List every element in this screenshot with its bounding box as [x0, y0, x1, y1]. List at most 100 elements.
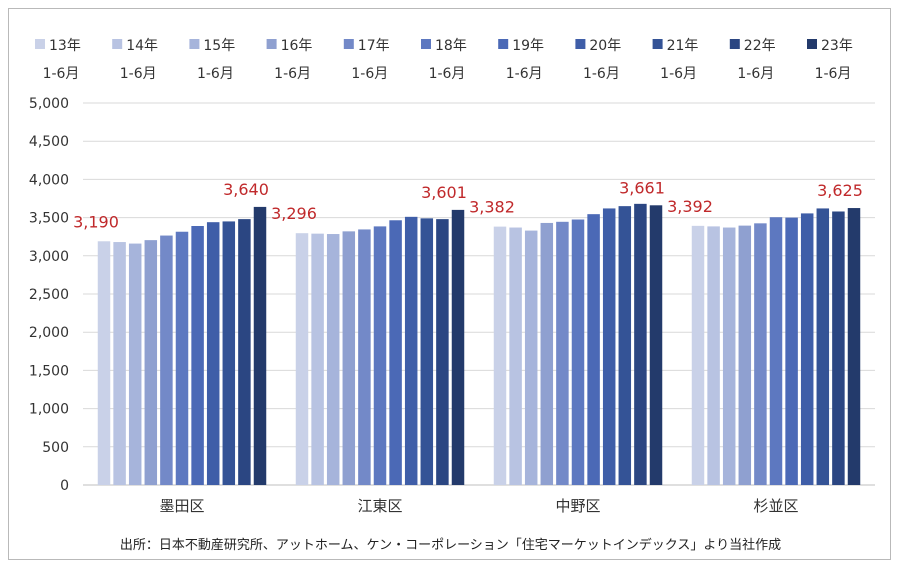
legend-swatch [652, 39, 663, 49]
bar [342, 231, 356, 485]
legend-label-period: 1-6月 [660, 66, 697, 82]
bar [587, 214, 600, 486]
bar [800, 213, 814, 485]
data-label: 3,640 [223, 180, 269, 199]
legend-label: 21年 [667, 38, 699, 54]
legend-swatch [421, 39, 431, 49]
bar [420, 218, 434, 485]
bar [238, 219, 251, 486]
bar [832, 211, 845, 485]
bar [175, 231, 189, 485]
bar [451, 209, 465, 485]
legend-label-period: 1-6月 [815, 66, 852, 82]
bar [556, 221, 569, 485]
bar [571, 219, 585, 485]
bar [144, 240, 158, 485]
data-label: 3,190 [73, 212, 119, 231]
bar [493, 226, 507, 485]
bar [358, 229, 371, 485]
bar [389, 220, 402, 486]
y-tick-label: 1,000 [29, 402, 69, 418]
legend-label: 15年 [203, 38, 235, 54]
y-tick-label: 0 [60, 478, 69, 494]
bar [206, 222, 220, 485]
bar [295, 233, 309, 485]
data-label: 3,625 [817, 181, 863, 200]
bar [191, 226, 204, 485]
legend-label: 17年 [358, 38, 390, 54]
legend-swatch [575, 39, 586, 49]
legend-swatch [729, 39, 740, 49]
x-category-label: 江東区 [357, 497, 402, 515]
bar [128, 243, 142, 485]
y-tick-label: 1,500 [29, 363, 69, 379]
data-label: 3,661 [619, 178, 665, 197]
bar [754, 223, 767, 485]
bar [509, 227, 522, 486]
bar [222, 221, 236, 486]
y-tick-label: 2,000 [29, 325, 69, 341]
legend-label: 20年 [589, 38, 621, 54]
legend-swatch [343, 39, 354, 49]
y-tick-label: 3,500 [29, 211, 69, 227]
bar [738, 225, 752, 485]
legend-label: 23年 [821, 38, 853, 54]
bar [404, 216, 418, 485]
bar [618, 206, 632, 485]
bar [602, 208, 616, 485]
bar [691, 225, 705, 485]
bar [722, 227, 736, 486]
bar-chart: 0 500 1,000 1,500 2,000 2,500 3,000 3,500 4,000 4… [29, 38, 875, 553]
bar [160, 235, 173, 485]
y-tick-label: 5,000 [29, 96, 69, 112]
bar [113, 242, 126, 485]
legend-label: 18年 [435, 38, 467, 54]
chart-frame: 0 500 1,000 1,500 2,000 2,500 3,000 3,500 4,000 4… [8, 8, 891, 560]
legend-label: 13年 [49, 38, 81, 54]
x-category-label: 墨田区 [159, 497, 204, 515]
x-category-label: 中野区 [555, 497, 600, 515]
legend-label-period: 1-6月 [351, 66, 388, 82]
legend-swatch [112, 39, 123, 49]
bar [785, 217, 798, 485]
y-tick-label: 4,500 [29, 134, 69, 150]
legend-label-period: 1-6月 [120, 66, 157, 82]
legend-label: 14年 [126, 38, 158, 54]
data-label: 3,601 [421, 183, 467, 202]
bar [847, 208, 861, 486]
bar [649, 205, 663, 485]
y-tick-label: 2,500 [29, 287, 69, 303]
bar [707, 226, 720, 486]
bar [373, 226, 387, 486]
bar [524, 230, 538, 485]
data-label: 3,296 [271, 204, 317, 223]
legend-swatch [498, 39, 509, 49]
bar [816, 208, 830, 485]
bar [253, 206, 267, 486]
bar [769, 217, 783, 485]
legend-label: 19年 [512, 38, 544, 54]
legend-label-period: 1-6月 [274, 66, 311, 82]
legend-label-period: 1-6月 [506, 66, 543, 82]
legend-swatch [189, 39, 200, 49]
bar [436, 219, 449, 486]
legend-label-period: 1-6月 [429, 66, 466, 82]
legend-label: 22年 [744, 38, 776, 54]
y-tick-label: 3,000 [29, 249, 69, 265]
bar [540, 222, 554, 485]
legend-label-period: 1-6月 [197, 66, 234, 82]
bar [311, 233, 324, 485]
data-label: 3,392 [667, 197, 713, 216]
legend-swatch [35, 39, 45, 49]
x-category-label: 杉並区 [753, 497, 798, 515]
legend-label-period: 1-6月 [43, 66, 80, 82]
y-tick-label: 4,000 [29, 172, 69, 188]
bar [326, 234, 340, 485]
source-note: 出所：日本不動産研究所、アットホーム、ケン・コーポレーション「住宅マーケットイン… [120, 537, 781, 553]
y-tick-label: 500 [42, 440, 69, 456]
bar [97, 241, 111, 485]
legend-swatch [266, 39, 277, 49]
data-label: 3,382 [469, 198, 515, 217]
legend-label-period: 1-6月 [737, 66, 774, 82]
legend-swatch [807, 39, 817, 49]
